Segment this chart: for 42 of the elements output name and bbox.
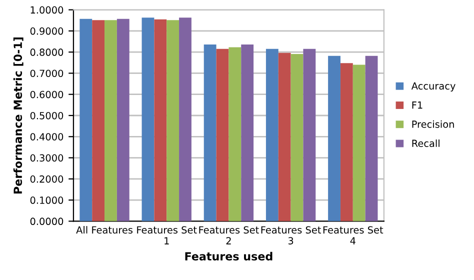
bar — [278, 52, 291, 222]
bar — [216, 48, 229, 222]
bar — [179, 18, 192, 222]
y-axis-title: Performance Metric [0-1] — [13, 37, 24, 194]
x-tick-label: Features Set 4 — [323, 226, 384, 244]
y-tick-label: 0.5000 — [30, 112, 64, 120]
bar — [328, 56, 340, 222]
bar — [142, 18, 154, 222]
y-tick-label: 0.8000 — [30, 48, 64, 56]
bar — [104, 20, 117, 222]
bar — [154, 19, 167, 222]
bar — [80, 18, 92, 222]
x-axis-title: Features used — [185, 252, 272, 261]
y-tick-label: 0.1000 — [30, 196, 64, 204]
x-tick-label: Features Set 1 — [137, 226, 197, 244]
x-tick-label: Features Set 2 — [199, 226, 259, 244]
y-tick-label: 0.6000 — [30, 90, 64, 98]
bar — [340, 63, 353, 222]
y-tick-label: 0.4000 — [30, 133, 64, 140]
y-tick-label: 0.7000 — [30, 70, 64, 78]
legend-label: Recall — [412, 139, 440, 148]
bar — [266, 48, 278, 222]
bar — [303, 48, 316, 222]
y-tick-label: 0.0000 — [30, 218, 64, 226]
bar — [166, 20, 180, 222]
y-tick-label: 0.9000 — [30, 27, 64, 35]
y-tick-label: 1.0000 — [30, 6, 64, 14]
legend-label: F1 — [412, 102, 422, 109]
bar — [352, 64, 366, 222]
bar — [116, 18, 130, 222]
x-tick-label: All Features — [76, 226, 133, 234]
y-tick-label: 0.2000 — [30, 175, 64, 183]
bar — [290, 54, 304, 222]
legend-label: Accuracy — [411, 82, 456, 92]
y-tick-label: 0.3000 — [30, 154, 64, 162]
legend-label: Precision — [412, 120, 454, 128]
bar — [228, 47, 242, 222]
bar — [365, 56, 378, 222]
bar — [204, 44, 216, 222]
x-tick-label: Features Set 3 — [261, 226, 321, 244]
bar — [241, 44, 254, 222]
bar — [92, 20, 105, 222]
